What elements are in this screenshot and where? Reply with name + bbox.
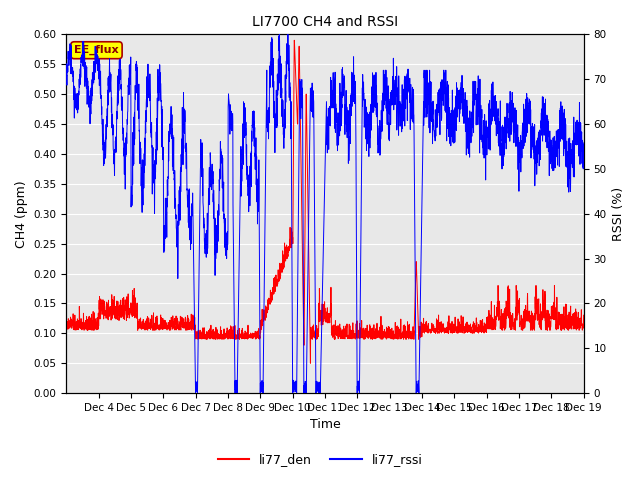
Y-axis label: CH4 (ppm): CH4 (ppm) [15,180,28,248]
Text: EE_flux: EE_flux [74,45,119,55]
Y-axis label: RSSI (%): RSSI (%) [612,187,625,241]
X-axis label: Time: Time [310,419,340,432]
Legend: li77_den, li77_rssi: li77_den, li77_rssi [212,448,428,471]
Title: LI7700 CH4 and RSSI: LI7700 CH4 and RSSI [252,15,398,29]
